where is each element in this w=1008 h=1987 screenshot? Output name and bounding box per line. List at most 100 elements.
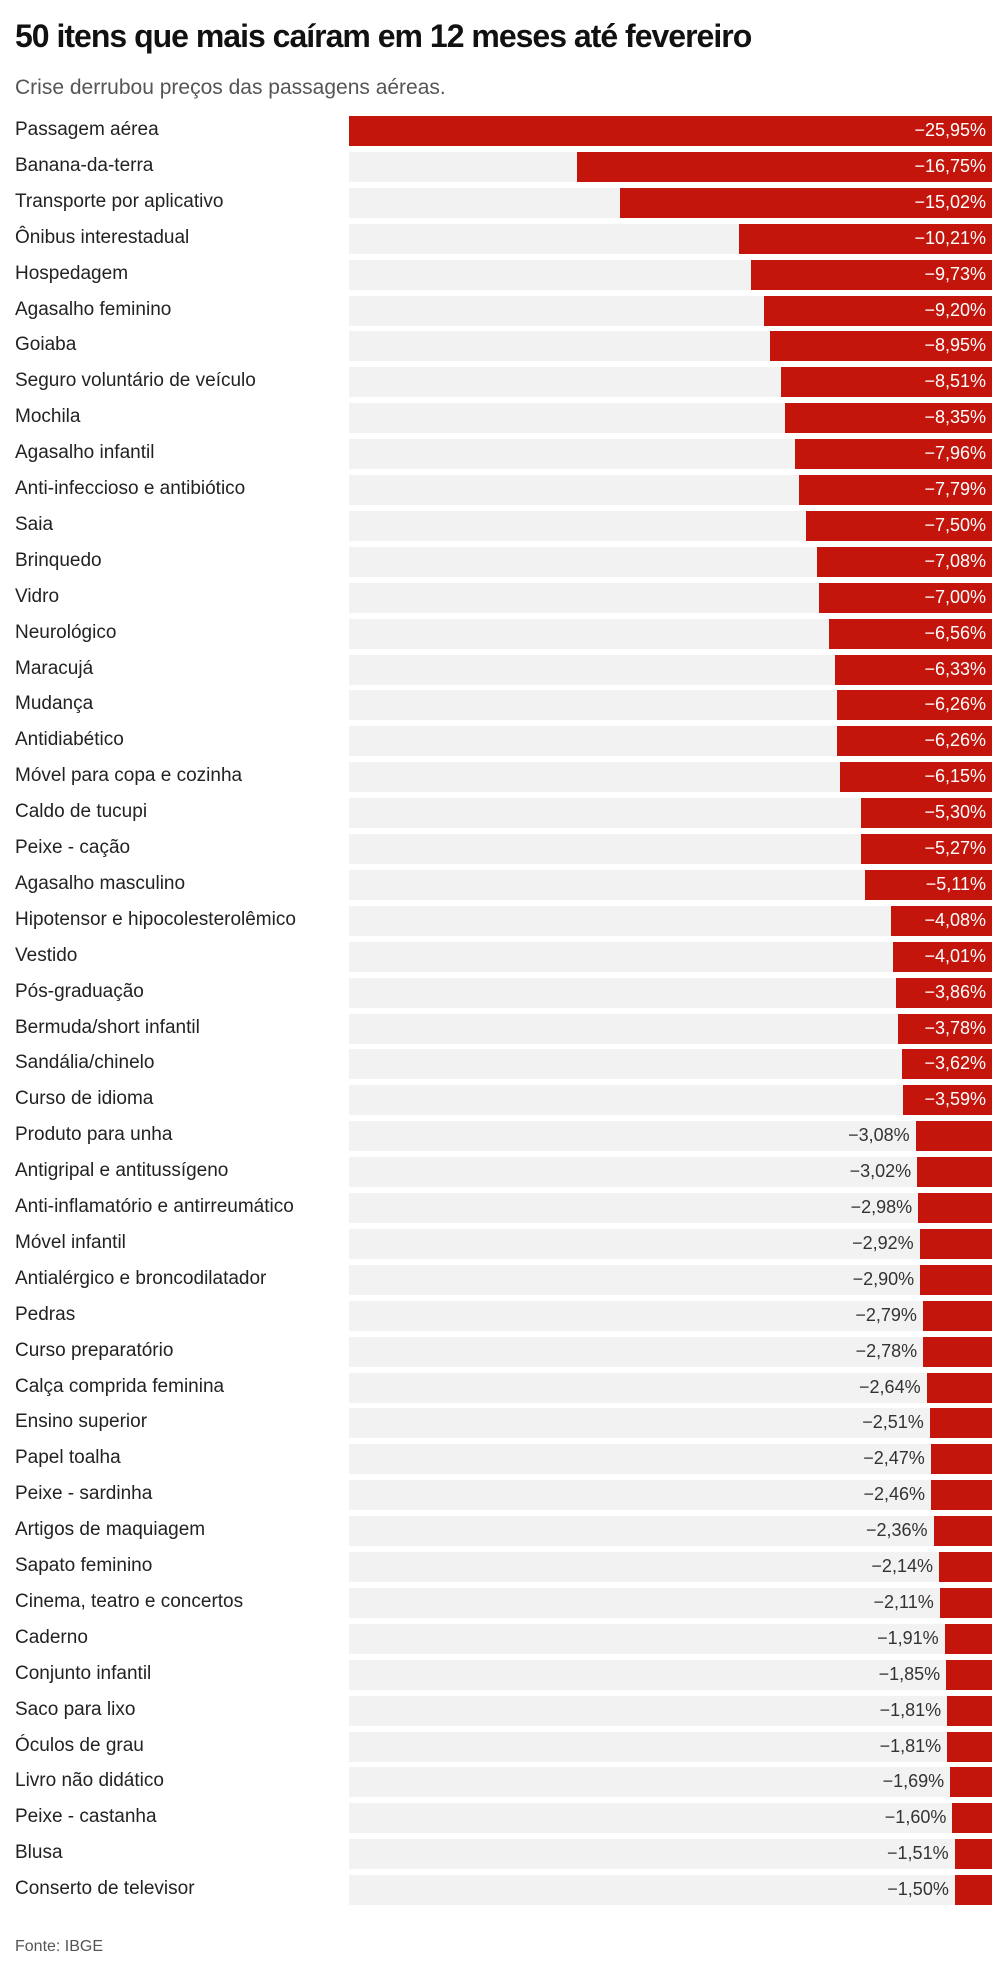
bar-track: −5,11%	[349, 869, 992, 900]
bar	[865, 869, 992, 900]
value-label: −3,86%	[924, 981, 986, 1002]
bar	[947, 1695, 992, 1726]
value-label: −2,78%	[855, 1340, 918, 1361]
bar	[920, 1264, 992, 1295]
bar-row: Peixe - cação −5,27%	[0, 834, 1008, 864]
category-label: Sapato feminino	[15, 1555, 153, 1576]
chart-title: 50 itens que mais caíram em 12 meses até…	[15, 18, 752, 54]
bar-track: −9,20%	[349, 295, 992, 326]
bar	[922, 1300, 992, 1331]
category-label: Neurológico	[15, 621, 117, 643]
bar-track: −2,51%	[349, 1408, 992, 1439]
bar-row: Conserto de televisor −1,50%	[0, 1875, 1008, 1906]
category-label: Conserto de televisor	[15, 1878, 195, 1900]
bar	[930, 1444, 992, 1475]
value-label: −6,26%	[924, 694, 986, 715]
value-label: −3,59%	[924, 1089, 986, 1110]
category-label: Saia	[15, 513, 54, 535]
bar-track: −8,95%	[349, 331, 992, 362]
bar-row: Livro não didático −1,69%	[0, 1767, 1008, 1798]
category-label: Pós-graduação	[15, 980, 144, 1002]
bar	[917, 1157, 992, 1188]
bar	[798, 475, 992, 505]
bar-track: −2,64%	[349, 1372, 992, 1403]
bar-row: Ensino superior −2,51%	[0, 1408, 1008, 1439]
bar-row: Bermuda/short infantil −3,78%	[0, 1013, 1008, 1044]
bar	[929, 1408, 992, 1439]
bar	[576, 151, 992, 182]
source-note: Fonte: IBGE	[15, 1938, 104, 1955]
bar-row: Seguro voluntário de veículo −8,51%	[0, 367, 1008, 398]
category-label: Calça comprida feminina	[15, 1375, 225, 1397]
value-label: −1,60%	[884, 1807, 947, 1828]
bar-track: −2,90%	[349, 1264, 992, 1295]
value-label: −1,81%	[879, 1699, 942, 1720]
value-label: −5,27%	[924, 838, 986, 858]
value-label: −2,11%	[873, 1591, 934, 1612]
value-label: −1,85%	[878, 1663, 941, 1684]
bar	[785, 403, 992, 434]
category-label: Caderno	[15, 1626, 88, 1648]
bar	[764, 295, 992, 326]
bar-row: Sandália/chinelo −3,62%	[0, 1049, 1008, 1080]
bar-track: −7,79%	[349, 475, 992, 505]
bar-track: −3,86%	[349, 977, 992, 1008]
bar-track: −7,00%	[349, 582, 992, 613]
bar	[915, 1121, 992, 1152]
category-label: Móvel infantil	[15, 1231, 126, 1253]
bar-row: Caldo de tucupi −5,30%	[0, 798, 1008, 829]
category-label: Vidro	[15, 585, 60, 607]
bar-row: Curso de idioma −3,59%	[0, 1085, 1008, 1116]
bar	[890, 905, 992, 936]
bar-row: Pós-graduação −3,86%	[0, 977, 1008, 1008]
bar-row: Cinema, teatro e concertos −2,11%	[0, 1587, 1008, 1618]
bar-row: Saco para lixo −1,81%	[0, 1695, 1008, 1726]
bar-track: −6,56%	[349, 618, 992, 649]
category-label: Peixe - castanha	[15, 1806, 157, 1828]
bar-track: −3,62%	[349, 1049, 992, 1080]
category-label: Conjunto infantil	[15, 1662, 152, 1684]
bar-row: Saia −7,50%	[0, 510, 1008, 541]
bar-row: Óculos de grau −1,81%	[0, 1731, 1008, 1762]
bar	[818, 582, 992, 613]
bar	[836, 726, 992, 757]
category-label: Anti-infeccioso e antibiótico	[15, 478, 246, 499]
bar-row: Goiaba −8,95%	[0, 331, 1008, 362]
category-label: Ônibus interestadual	[15, 226, 190, 248]
bar-track: −1,69%	[349, 1767, 992, 1798]
value-label: −7,00%	[924, 586, 986, 607]
value-label: −6,26%	[924, 730, 986, 751]
value-label: −1,51%	[887, 1843, 949, 1864]
bar-track: −3,08%	[349, 1121, 992, 1152]
bar	[816, 546, 992, 577]
bar	[781, 367, 992, 398]
value-label: −1,91%	[877, 1627, 939, 1648]
bar-track: −2,92%	[349, 1228, 992, 1259]
bar	[861, 834, 992, 864]
bar-row: Agasalho masculino −5,11%	[0, 869, 1008, 900]
bar-track: −3,02%	[349, 1157, 992, 1188]
value-label: −7,08%	[924, 550, 986, 571]
bar-row: Móvel para copa e cozinha −6,15%	[0, 762, 1008, 793]
bar-track: −5,27%	[349, 834, 992, 864]
bar	[349, 116, 992, 146]
value-label: −7,79%	[924, 479, 986, 499]
bar-track: −16,75%	[349, 151, 992, 182]
value-label: −25,95%	[914, 120, 986, 140]
value-label: −2,46%	[863, 1484, 926, 1505]
category-label: Agasalho feminino	[15, 298, 172, 320]
bar	[903, 1085, 992, 1116]
category-label: Artigos de maquiagem	[15, 1519, 206, 1541]
category-label: Hospedagem	[15, 262, 129, 284]
value-label: −3,78%	[924, 1017, 986, 1038]
bar-track: −6,26%	[349, 726, 992, 757]
value-label: −4,08%	[924, 909, 986, 930]
value-label: −2,90%	[852, 1268, 915, 1289]
bar	[939, 1587, 992, 1618]
bar-track: −7,08%	[349, 546, 992, 577]
category-label: Mochila	[15, 406, 81, 428]
bar	[739, 223, 992, 254]
bar-track: −1,91%	[349, 1623, 992, 1654]
bar	[794, 439, 992, 470]
bar	[923, 1336, 992, 1367]
